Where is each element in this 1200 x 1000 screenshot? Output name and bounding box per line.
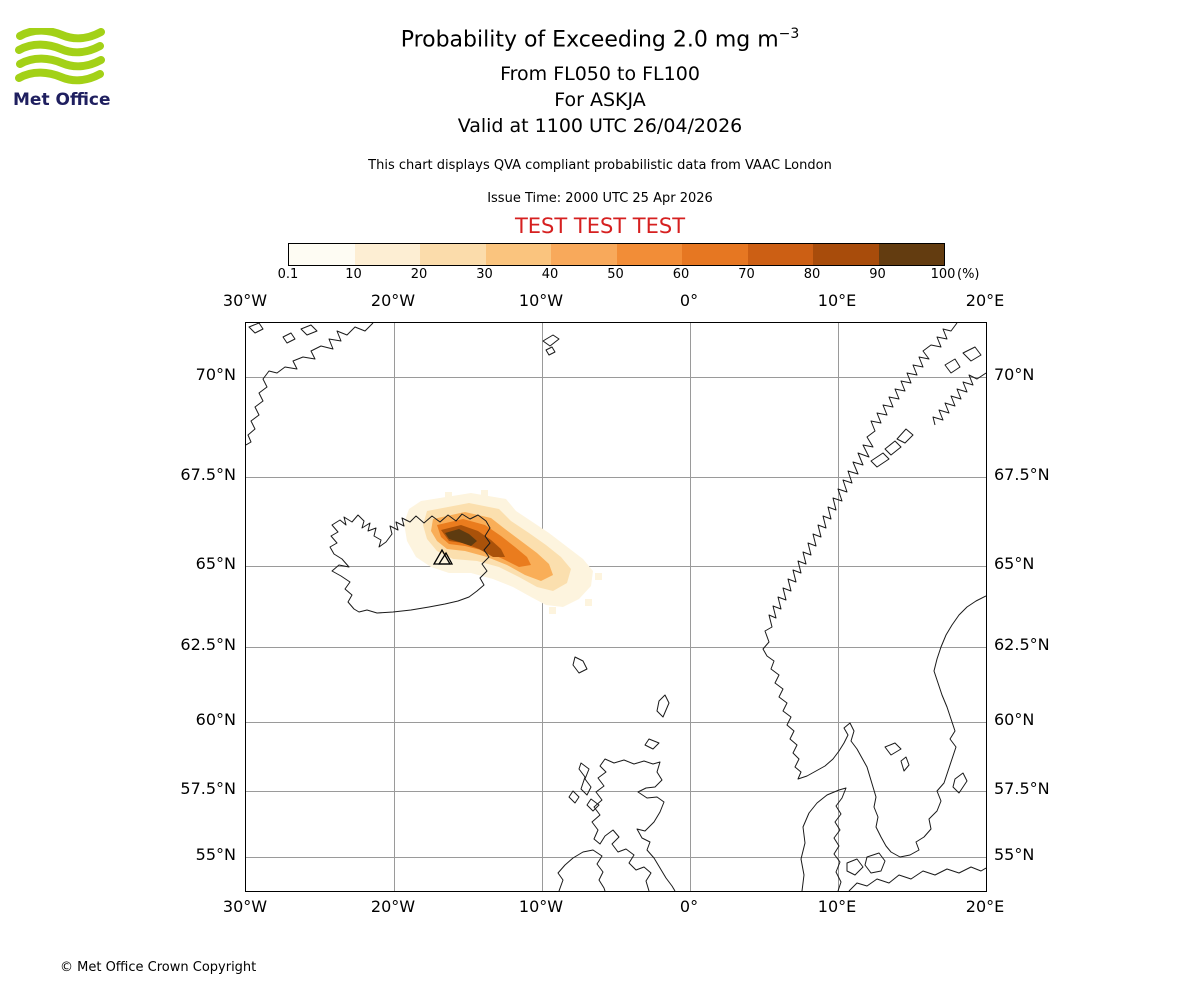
gridline-vertical bbox=[838, 323, 839, 891]
subtitle-flight-levels: From FL050 to FL100 bbox=[500, 63, 700, 85]
lat-label-right: 70°N bbox=[994, 365, 1035, 384]
met-office-logo-icon bbox=[15, 28, 105, 85]
iceland-coast bbox=[329, 513, 491, 614]
colorbar-segment bbox=[551, 244, 617, 265]
chart-title: Probability of Exceeding 2.0 mg m−3 bbox=[400, 26, 800, 53]
colorbar-tick-label: 30 bbox=[476, 267, 493, 282]
colorbar-segment bbox=[682, 244, 748, 265]
lat-label-right: 55°N bbox=[994, 845, 1035, 864]
colorbar-segment bbox=[420, 244, 486, 265]
lon-label-bottom: 30°W bbox=[222, 897, 268, 916]
lat-label-right: 67.5°N bbox=[994, 465, 1050, 484]
gridline-vertical bbox=[394, 323, 395, 891]
colorbar-tick-label: 20 bbox=[410, 267, 428, 282]
colorbar-segment bbox=[485, 244, 551, 265]
lon-label-top: 30°W bbox=[222, 291, 268, 310]
gotland bbox=[952, 772, 968, 794]
gridline-horizontal bbox=[246, 722, 986, 723]
gridline-horizontal bbox=[246, 857, 986, 858]
lon-label-bottom: 20°W bbox=[370, 897, 416, 916]
lat-label-right: 57.5°N bbox=[994, 779, 1050, 798]
lon-label-top: 10°E bbox=[817, 291, 857, 310]
lon-label-bottom: 0° bbox=[679, 897, 699, 916]
colorbar-tick-label: 50 bbox=[607, 267, 624, 282]
colorbar-tick-label: 70 bbox=[738, 267, 755, 282]
orkney bbox=[644, 738, 660, 750]
lat-label-left: 57.5°N bbox=[180, 779, 236, 798]
coastlines bbox=[246, 323, 986, 891]
subtitle-valid-time: Valid at 1100 UTC 26/04/2026 bbox=[457, 115, 743, 137]
colorbar-segment bbox=[878, 244, 944, 265]
jan-mayen bbox=[542, 334, 560, 347]
ash-plume bbox=[404, 490, 602, 614]
gridline-vertical bbox=[542, 323, 543, 891]
lat-label-left: 65°N bbox=[195, 554, 236, 573]
colorbar-tick-label: 100 bbox=[930, 267, 956, 282]
colorbar-tick-label: 40 bbox=[541, 267, 559, 282]
gridline-horizontal bbox=[246, 377, 986, 378]
lofoten bbox=[896, 428, 914, 444]
colorbar-tick-label: 0.1 bbox=[277, 267, 299, 282]
colorbar-unit: (%) bbox=[957, 267, 980, 282]
lon-label-bottom: 20°E bbox=[965, 897, 1005, 916]
colorbar-segment bbox=[354, 244, 420, 265]
issue-time: Issue Time: 2000 UTC 25 Apr 2026 bbox=[487, 191, 713, 206]
qva-description: This chart displays QVA compliant probab… bbox=[368, 158, 832, 173]
volcano-marker-icon bbox=[432, 548, 454, 565]
colorbar-tick-label: 10 bbox=[345, 267, 362, 282]
lat-label-right: 65°N bbox=[994, 554, 1035, 573]
great-britain-coast bbox=[591, 758, 676, 891]
lon-label-bottom: 10°E bbox=[817, 897, 857, 916]
lat-label-right: 62.5°N bbox=[994, 635, 1050, 654]
lon-label-top: 20°W bbox=[370, 291, 416, 310]
scandinavia-coast bbox=[762, 323, 986, 858]
lat-label-left: 60°N bbox=[195, 710, 236, 729]
ireland-coast bbox=[557, 849, 606, 891]
denmark-coast bbox=[800, 787, 847, 891]
colorbar-segment bbox=[289, 244, 355, 265]
colorbar-segment bbox=[616, 244, 682, 265]
lon-label-bottom: 10°W bbox=[518, 897, 564, 916]
test-banner: TEST TEST TEST bbox=[514, 214, 686, 238]
lon-label-top: 10°W bbox=[518, 291, 564, 310]
colorbar-segments bbox=[288, 243, 945, 266]
lat-label-left: 70°N bbox=[195, 365, 236, 384]
lon-label-top: 20°E bbox=[965, 291, 1005, 310]
lat-label-left: 62.5°N bbox=[180, 635, 236, 654]
shetland bbox=[656, 694, 670, 718]
copyright-notice: © Met Office Crown Copyright bbox=[60, 960, 257, 975]
colorbar-segment bbox=[747, 244, 813, 265]
title-exponent: −3 bbox=[778, 26, 800, 42]
colorbar-segment bbox=[813, 244, 879, 265]
faroe-islands bbox=[572, 656, 588, 674]
colorbar-tick-label: 80 bbox=[803, 267, 821, 282]
gridline-horizontal bbox=[246, 566, 986, 567]
gridline-horizontal bbox=[246, 477, 986, 478]
lat-label-left: 55°N bbox=[195, 845, 236, 864]
map-frame bbox=[245, 322, 987, 892]
colorbar-tick-label: 60 bbox=[672, 267, 690, 282]
lat-label-right: 60°N bbox=[994, 710, 1035, 729]
gridline-vertical bbox=[690, 323, 691, 891]
met-office-wordmark: Met Office bbox=[13, 90, 111, 110]
colorbar-tick-label: 90 bbox=[869, 267, 886, 282]
lon-label-top: 0° bbox=[679, 291, 699, 310]
gridline-horizontal bbox=[246, 791, 986, 792]
colorbar-ticks: 0.1 10 20 30 40 50 60 70 80 90 100 bbox=[278, 267, 956, 283]
lat-label-left: 67.5°N bbox=[180, 465, 236, 484]
greenland-coast bbox=[246, 323, 374, 446]
subtitle-volcano: For ASKJA bbox=[554, 89, 646, 111]
gridline-horizontal bbox=[246, 647, 986, 648]
map-canvas bbox=[246, 323, 986, 891]
